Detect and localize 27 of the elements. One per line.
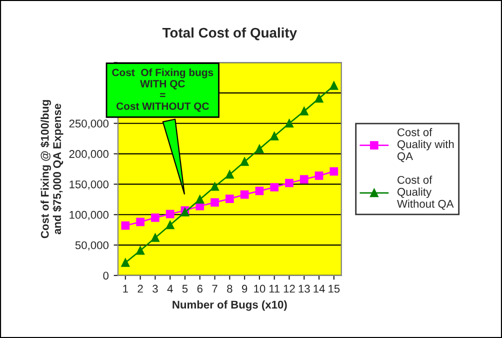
y-tick-label: 250,000 [69,120,109,129]
legend-label: Cost of Quality with QA [397,128,454,162]
annotation: Cost Of Fixing bugs WITH QC = Cost WITHOUT QC [112,68,214,112]
x-tick-label: 13 [298,284,310,293]
x-axis-title: Number of Bugs (x10) [172,300,287,311]
x-tick-label: 14 [314,284,325,293]
x-tick-label: 6 [197,284,202,293]
y-tick-label: 100,000 [70,210,109,220]
chart-title: Total Cost of Quality [162,27,297,40]
y-tick-label: 150,000 [70,180,109,190]
y-axis-title: Cost of Fixing @ $100/bug and $75,000 QA Expense [40,100,64,238]
y-tick-label: 200,000 [69,150,109,160]
y-tick-label: 0 [103,272,109,280]
x-tick-label: 2 [138,284,143,293]
x-tick-label: 8 [227,284,232,293]
x-tick-label: 7 [212,284,218,293]
x-tick-label: 4 [167,284,173,293]
x-tick-label: 1 [123,284,128,293]
legend-label: Cost of Quality Without QA [397,176,454,210]
x-tick-label: 12 [284,284,295,293]
x-tick-label: 5 [182,284,188,293]
x-tick-label: 3 [152,284,158,293]
x-tick-label: 11 [269,284,280,293]
x-tick-label: 15 [328,284,340,293]
x-tick-label: 10 [254,284,266,293]
x-tick-label: 9 [242,284,248,293]
y-tick-label: 50,000 [75,241,109,250]
